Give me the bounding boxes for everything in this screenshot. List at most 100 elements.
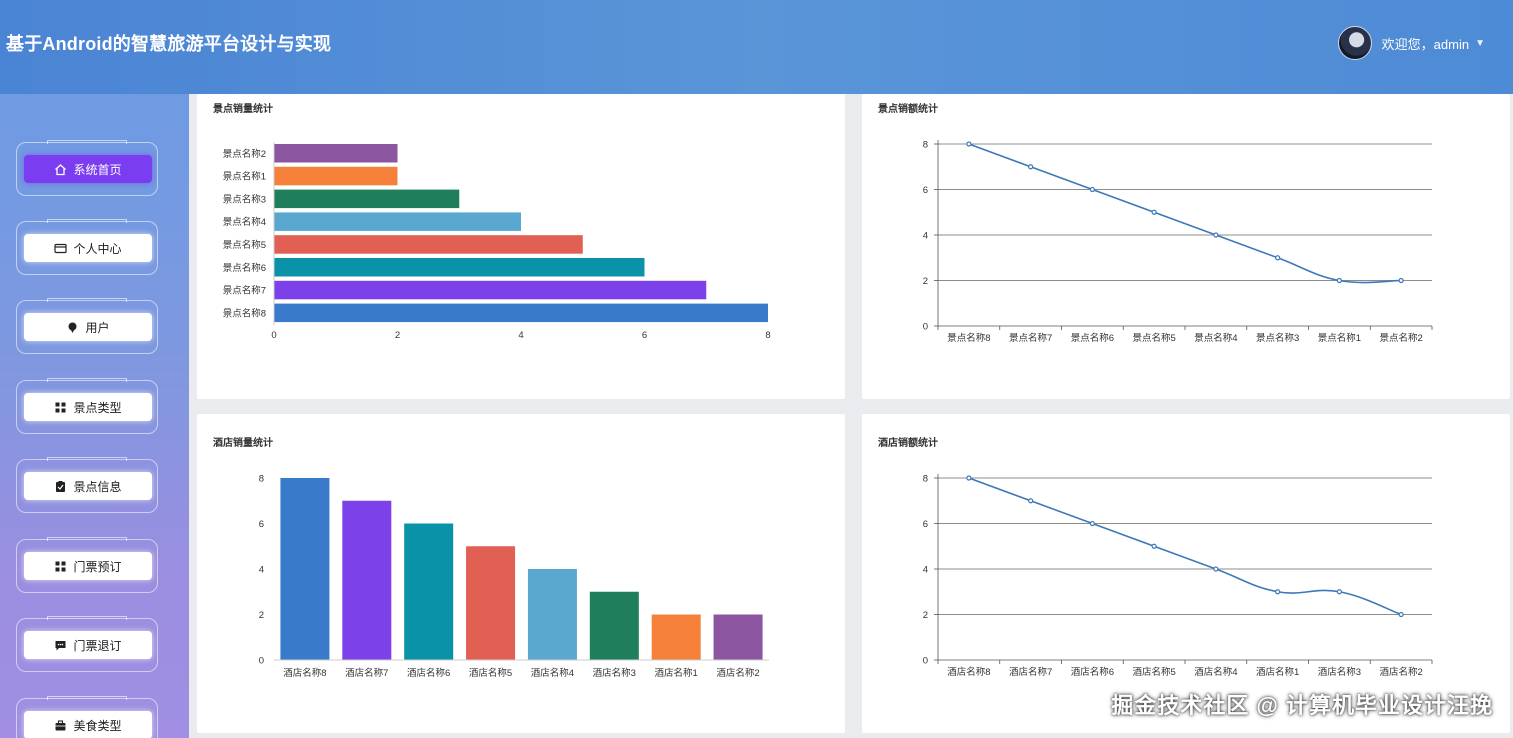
panel-title: 酒店销量统计 — [213, 438, 273, 449]
data-point — [1028, 164, 1034, 170]
data-point — [1275, 589, 1281, 595]
user-greeting[interactable]: 欢迎您，admin — [1381, 36, 1470, 52]
y-tick-label: 景点名称8 — [223, 307, 266, 319]
sidebar-item-ticket-refund[interactable]: 门票退订 — [16, 616, 158, 672]
bar — [589, 591, 639, 660]
y-tick-label: 景点名称7 — [223, 285, 266, 297]
sidebar-button-scenic-types[interactable]: 景点类型 — [24, 393, 152, 421]
y-tick-label: 4 — [923, 231, 928, 242]
sidebar-item-label: 景点信息 — [73, 479, 122, 494]
bar — [713, 614, 763, 660]
data-point — [1398, 611, 1404, 618]
chevron-down-icon[interactable]: ▼ — [1475, 37, 1485, 49]
sidebar-item-label: 系统首页 — [73, 162, 122, 177]
x-tick-label: 2 — [395, 330, 400, 341]
bar — [274, 166, 398, 186]
x-tick-label: 酒店名称2 — [1379, 666, 1422, 678]
panel-title: 景点销额统计 — [878, 104, 938, 115]
x-tick-label: 酒店名称7 — [1009, 666, 1052, 678]
bar — [342, 500, 392, 660]
sidebar-item-label: 景点类型 — [73, 400, 122, 415]
sidebar-button-ticket-refund[interactable]: 门票退订 — [24, 631, 152, 659]
x-tick-label: 景点名称7 — [1009, 332, 1052, 344]
sidebar-item-scenic-types[interactable]: 景点类型 — [16, 378, 158, 434]
grid-icon — [54, 560, 67, 573]
panel-title: 酒店销额统计 — [878, 438, 938, 449]
sidebar-item-label: 门票退订 — [73, 638, 122, 653]
card-icon — [54, 242, 68, 255]
y-tick-label: 景点名称3 — [223, 193, 266, 205]
y-tick-label: 6 — [923, 519, 928, 530]
sidebar-button-ticket-booking[interactable]: 门票预订 — [24, 552, 152, 580]
data-point — [1151, 543, 1157, 549]
scenic-revenue-line-chart: 0 2 4 6 8 景点名称8 景点名称7 景点名称6 景点名称5 景点名称4 景点名称3 景点名称1… — [923, 140, 1433, 344]
bar — [527, 569, 577, 660]
sidebar-item-food-types[interactable]: 美食类型 — [16, 696, 158, 738]
y-tick-label: 景点名称4 — [223, 216, 266, 228]
sidebar-button-home[interactable]: 系统首页 — [24, 155, 152, 183]
bar — [274, 212, 521, 231]
menu-frame — [16, 457, 158, 513]
bar — [274, 303, 768, 323]
y-tick-label: 4 — [923, 565, 928, 576]
chat-icon — [54, 639, 67, 652]
y-tick-label: 0 — [923, 656, 928, 667]
y-tick-label: 景点名称6 — [223, 262, 266, 274]
scenic-sales-panel: 景点销量统计 景点名称2 景点名称1 景点名称3 景点名称4 景点名称5 景点名称6 景点名… — [197, 94, 845, 399]
data-point — [1398, 277, 1404, 284]
x-tick-label: 0 — [271, 330, 276, 341]
y-tick-label: 2 — [259, 610, 264, 621]
y-tick-label: 0 — [923, 322, 928, 333]
x-tick-label: 酒店名称1 — [655, 667, 698, 679]
series-line — [968, 477, 1402, 616]
sidebar-item-label: 美食类型 — [73, 718, 122, 733]
x-tick-label: 酒店名称6 — [407, 667, 450, 679]
data-point — [1275, 255, 1281, 261]
sidebar-item-label: 用户 — [85, 320, 110, 335]
sidebar-item-home[interactable]: 系统首页 — [16, 140, 158, 196]
y-tick-label: 景点名称1 — [223, 171, 266, 183]
y-tick-label: 2 — [923, 276, 928, 287]
x-tick-label: 酒店名称6 — [1071, 666, 1114, 678]
top-header: 基于Android的智慧旅游平台设计与实现 欢迎您，admin ▼ — [0, 0, 1513, 94]
sidebar-button-users[interactable]: 用户 — [24, 313, 152, 341]
bar — [466, 546, 516, 660]
grid-icon — [54, 401, 67, 414]
y-tick-label: 8 — [923, 474, 928, 485]
x-tick-label: 酒店名称4 — [531, 667, 574, 679]
bar — [404, 523, 454, 660]
x-tick-label: 酒店名称2 — [716, 667, 759, 679]
sidebar-button-food-types[interactable]: 美食类型 — [24, 711, 152, 738]
x-tick-label: 酒店名称3 — [593, 667, 636, 679]
sidebar-item-label: 个人中心 — [73, 241, 122, 256]
sidebar-item-label: 门票预订 — [73, 559, 122, 574]
sidebar-button-scenic-info[interactable]: 景点信息 — [24, 472, 152, 500]
sidebar-button-profile[interactable]: 个人中心 — [24, 234, 152, 262]
scenic-sales-bar-chart: 景点名称2 景点名称1 景点名称3 景点名称4 景点名称5 景点名称6 景点名称7 景点名称8… — [223, 142, 771, 341]
y-tick-label: 8 — [923, 140, 928, 151]
data-point — [1213, 232, 1219, 238]
y-tick-label: 2 — [923, 610, 928, 621]
data-point — [1089, 520, 1095, 527]
sidebar-item-users[interactable]: 用户 — [16, 298, 158, 354]
data-point — [1028, 498, 1034, 504]
panel-title: 景点销量统计 — [213, 104, 273, 115]
data-point — [1213, 566, 1219, 572]
sidebar-item-scenic-info[interactable]: 景点信息 — [16, 457, 158, 513]
y-tick-label: 8 — [259, 474, 264, 485]
data-point — [966, 141, 972, 147]
y-tick-label: 6 — [259, 519, 264, 530]
y-tick-label: 0 — [259, 656, 264, 667]
bar — [274, 258, 645, 277]
menu-frame — [16, 219, 158, 275]
hotel-sales-bar-chart: 0 2 4 6 8 酒店名称8 酒店名称7 酒店名称6 酒店名称5 酒店名称4 酒店名称3 酒店名称1… — [259, 474, 769, 679]
sidebar-item-profile[interactable]: 个人中心 — [16, 219, 158, 275]
scenic-revenue-panel: 景点销额统计 0 2 4 6 8 景点名称8 景点名称7 景点名称6 景点名称5 景点名称4 景点名… — [862, 94, 1510, 399]
y-tick-label: 景点名称2 — [223, 148, 266, 160]
sidebar-item-ticket-booking[interactable]: 门票预订 — [16, 537, 158, 593]
user-menu[interactable]: 欢迎您，admin ▼ — [1337, 26, 1485, 60]
pin-icon — [66, 321, 79, 334]
bar — [274, 144, 398, 163]
avatar[interactable] — [1337, 26, 1372, 60]
x-tick-label: 景点名称4 — [1194, 332, 1237, 344]
